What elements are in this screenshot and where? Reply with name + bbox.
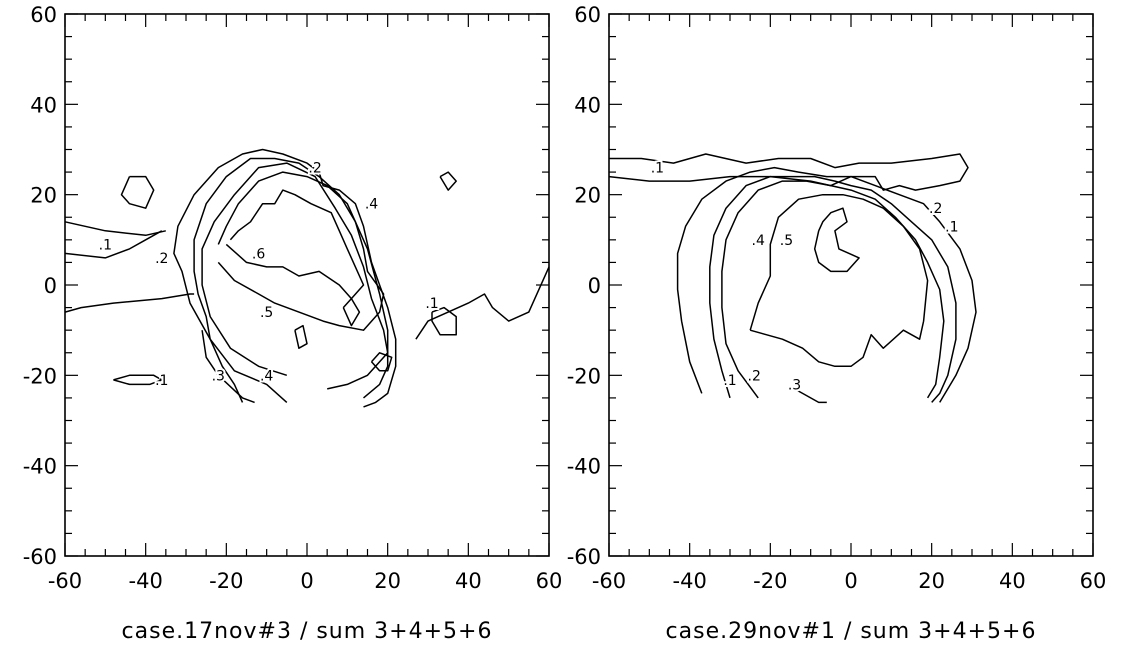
right-y-tick-label: 0 bbox=[588, 274, 601, 298]
right-x-tick-label: -60 bbox=[592, 569, 626, 593]
right-contour-label-0: .1 bbox=[651, 161, 664, 177]
right-plot-frame bbox=[608, 13, 1094, 557]
left-contour-line-9 bbox=[225, 189, 365, 300]
left-contour-line-5 bbox=[173, 148, 397, 408]
right-x-tick-label: 40 bbox=[999, 569, 1026, 593]
right-contour-label-5: .1 bbox=[723, 373, 736, 389]
left-contour-line-16 bbox=[370, 352, 393, 372]
right-x-tick-label: 60 bbox=[1080, 569, 1107, 593]
left-caption: case.17nov#3 / sum 3+4+5+6 bbox=[122, 619, 493, 644]
left-x-tick-label: 60 bbox=[536, 569, 563, 593]
right-contour-line-3 bbox=[721, 180, 945, 399]
left-contour-line-7 bbox=[201, 162, 389, 390]
left-contour-label-6: .3 bbox=[212, 368, 225, 384]
left-axis-ticks bbox=[64, 13, 550, 557]
left-contour-label-9: .1 bbox=[425, 296, 438, 312]
left-contour-label-5: .5 bbox=[260, 305, 273, 321]
left-contour-line-10 bbox=[120, 175, 155, 209]
left-y-tick-label: -20 bbox=[23, 364, 57, 388]
left-y-tick-label: 60 bbox=[30, 3, 57, 27]
left-y-tick-label: 40 bbox=[30, 93, 57, 117]
left-contour-line-2 bbox=[201, 330, 255, 404]
left-contour-line-3 bbox=[64, 293, 195, 313]
right-contour-line-6 bbox=[813, 207, 860, 273]
left-contour-label-4: .6 bbox=[252, 246, 265, 262]
right-x-tick-label: -20 bbox=[753, 569, 787, 593]
right-y-tick-label: -60 bbox=[567, 545, 601, 569]
left-contour-line-0 bbox=[64, 221, 166, 237]
right-tick-labels: -60 -40 -20 0 20 40 60 60 40 20 0 -20 -40 -60 bbox=[567, 3, 1107, 593]
left-contour-line-13 bbox=[431, 306, 457, 336]
right-contour-label-1: .5 bbox=[780, 233, 793, 249]
left-x-tick-label: 40 bbox=[455, 569, 482, 593]
left-contour-label-8: .1 bbox=[155, 373, 168, 389]
left-contour-label-3: .4 bbox=[365, 197, 378, 213]
right-contour-panel: .1.5.4.2.1.1.2.3 -60 -40 -20 0 20 40 606040200… bbox=[567, 3, 1107, 644]
left-contour-panel: .1 .2 .2 .4 .6 .5 .3 .4 .1 .1 -60 -40 -20 0 20 40 60 60 4… bbox=[23, 3, 563, 644]
right-x-tick-label: 0 bbox=[844, 569, 857, 593]
left-contour-line-12 bbox=[439, 171, 457, 191]
right-contour-label-7: .3 bbox=[788, 377, 801, 393]
left-y-tick-label: -60 bbox=[23, 545, 57, 569]
left-x-tick-label: 0 bbox=[300, 569, 313, 593]
left-contour-line-14 bbox=[342, 297, 361, 327]
right-caption: case.29nov#1 / sum 3+4+5+6 bbox=[666, 619, 1037, 644]
left-contour-label-0: .1 bbox=[99, 237, 112, 253]
left-x-tick-label: -40 bbox=[129, 569, 163, 593]
right-contour-label-4: .1 bbox=[945, 219, 958, 235]
left-contour-line-11 bbox=[113, 374, 163, 386]
right-x-tick-label: 20 bbox=[918, 569, 945, 593]
right-axis-ticks bbox=[608, 13, 1094, 557]
left-tick-labels: -60 -40 -20 0 20 40 60 60 40 20 0 -20 -40 -60 bbox=[23, 3, 563, 593]
left-x-tick-label: -60 bbox=[48, 569, 82, 593]
right-y-tick-label: 60 bbox=[574, 3, 601, 27]
left-contour-lines: .1 .2 .2 .4 .6 .5 .3 .4 .1 .1 bbox=[64, 148, 550, 408]
left-contour-line-15 bbox=[294, 324, 308, 349]
left-contour-line-6 bbox=[193, 157, 389, 403]
left-y-tick-label: 20 bbox=[30, 184, 57, 208]
right-contour-line-4 bbox=[794, 388, 827, 404]
left-x-tick-label: -20 bbox=[209, 569, 243, 593]
right-y-tick-label: 40 bbox=[574, 93, 601, 117]
left-contour-line-1 bbox=[64, 230, 163, 259]
left-contour-line-8 bbox=[217, 171, 385, 331]
right-contour-line-0 bbox=[608, 153, 969, 191]
right-contour-line-1 bbox=[676, 166, 977, 403]
left-plot-frame bbox=[64, 13, 550, 557]
right-contour-line-5 bbox=[749, 193, 929, 368]
right-x-tick-label: -40 bbox=[673, 569, 707, 593]
right-contour-label-2: .4 bbox=[752, 233, 765, 249]
right-y-tick-label: 20 bbox=[574, 184, 601, 208]
left-y-tick-label: -40 bbox=[23, 455, 57, 479]
left-contour-label-7: .4 bbox=[260, 368, 273, 384]
right-contour-lines: .1.5.4.2.1.1.2.3 bbox=[608, 153, 977, 404]
left-y-tick-label: 0 bbox=[44, 274, 57, 298]
right-contour-line-2 bbox=[709, 175, 957, 403]
left-contour-line-4 bbox=[415, 266, 550, 340]
left-contour-label-2: .2 bbox=[308, 161, 321, 177]
right-y-tick-label: -40 bbox=[567, 455, 601, 479]
left-x-tick-label: 20 bbox=[374, 569, 401, 593]
right-contour-label-6: .2 bbox=[748, 368, 761, 384]
right-y-tick-label: -20 bbox=[567, 364, 601, 388]
right-contour-label-3: .2 bbox=[929, 201, 942, 217]
left-contour-label-1: .2 bbox=[155, 251, 168, 267]
